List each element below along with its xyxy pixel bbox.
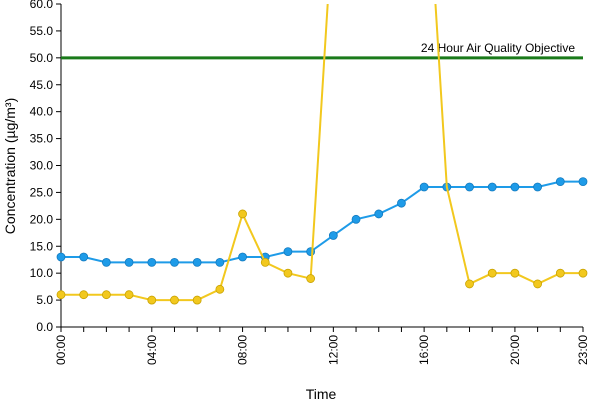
data-point <box>555 177 565 187</box>
data-point <box>147 295 157 305</box>
y-tick-label: 35.0 <box>30 132 54 146</box>
data-point <box>79 252 89 262</box>
series-line <box>61 180 583 264</box>
y-tick-label: 25.0 <box>30 185 54 199</box>
series-1 <box>56 3 588 305</box>
x-axis-ticks: 00:00 04:00 08:00 12:00 16:00 20:00 23:00 <box>54 327 590 365</box>
data-point <box>465 279 474 289</box>
x-tick-label: 16:00 <box>417 335 431 365</box>
y-tick-label: 45.0 <box>30 78 54 92</box>
y-tick-label: 10.0 <box>30 266 54 280</box>
objective-label: 24 Hour Air Quality Objective <box>421 41 575 55</box>
data-point <box>555 268 565 278</box>
data-point <box>101 257 111 267</box>
data-point <box>101 290 111 300</box>
data-point <box>215 257 225 267</box>
data-point <box>192 257 202 267</box>
y-tick-label: 40.0 <box>30 105 54 119</box>
data-point <box>170 257 179 267</box>
data-point <box>419 182 429 192</box>
y-axis-ticks: 0.0 5.0 10.0 15.0 20.0 25.0 30.0 35.0 40.0 45.0 50… <box>30 0 61 334</box>
y-axis-title: Concentration (µg/m³) <box>2 98 18 234</box>
series-line <box>469 272 583 286</box>
data-point <box>283 247 293 257</box>
x-tick-label: 12:00 <box>326 335 340 365</box>
data-point <box>124 257 134 267</box>
y-tick-label: 50.0 <box>30 51 54 65</box>
series-offscale-line <box>434 3 471 285</box>
x-tick-label: 08:00 <box>236 335 250 365</box>
series-offscale-line <box>309 3 329 279</box>
y-tick-label: 60.0 <box>30 0 54 11</box>
data-point <box>170 295 179 305</box>
data-point <box>510 182 520 192</box>
series-0 <box>56 177 588 267</box>
data-point <box>192 295 202 305</box>
data-point <box>510 268 520 278</box>
y-tick-label: 20.0 <box>30 212 54 226</box>
data-point <box>306 274 316 283</box>
data-point <box>215 284 225 294</box>
x-tick-label: 00:00 <box>54 335 68 365</box>
data-point <box>351 214 361 224</box>
data-point <box>328 231 338 240</box>
data-point <box>487 268 497 278</box>
data-point <box>374 209 384 219</box>
series-layer <box>56 3 588 305</box>
y-tick-label: 0.0 <box>36 320 53 334</box>
y-tick-label: 55.0 <box>30 24 54 38</box>
x-axis-title: Time <box>306 386 337 400</box>
data-point <box>124 290 134 300</box>
data-point <box>238 209 247 219</box>
y-tick-label: 15.0 <box>30 239 54 253</box>
series-line <box>61 211 311 302</box>
data-point <box>260 257 270 267</box>
data-point <box>533 279 543 289</box>
data-point <box>465 182 474 192</box>
x-tick-label: 23:00 <box>576 335 590 365</box>
data-point <box>397 198 406 208</box>
data-point <box>487 182 497 192</box>
y-tick-label: 5.0 <box>36 293 53 307</box>
data-point <box>578 177 588 187</box>
annotation-layer: 24 Hour Air Quality Objective <box>61 41 583 60</box>
data-point <box>56 290 66 300</box>
data-point <box>79 290 89 300</box>
data-point <box>283 268 293 278</box>
x-tick-label: 04:00 <box>145 335 159 365</box>
data-point <box>147 257 157 267</box>
y-tick-label: 30.0 <box>30 159 54 173</box>
data-point <box>238 252 247 262</box>
data-point <box>533 182 543 192</box>
x-tick-label: 20:00 <box>508 335 522 365</box>
data-point <box>56 252 66 262</box>
data-point <box>578 268 588 278</box>
